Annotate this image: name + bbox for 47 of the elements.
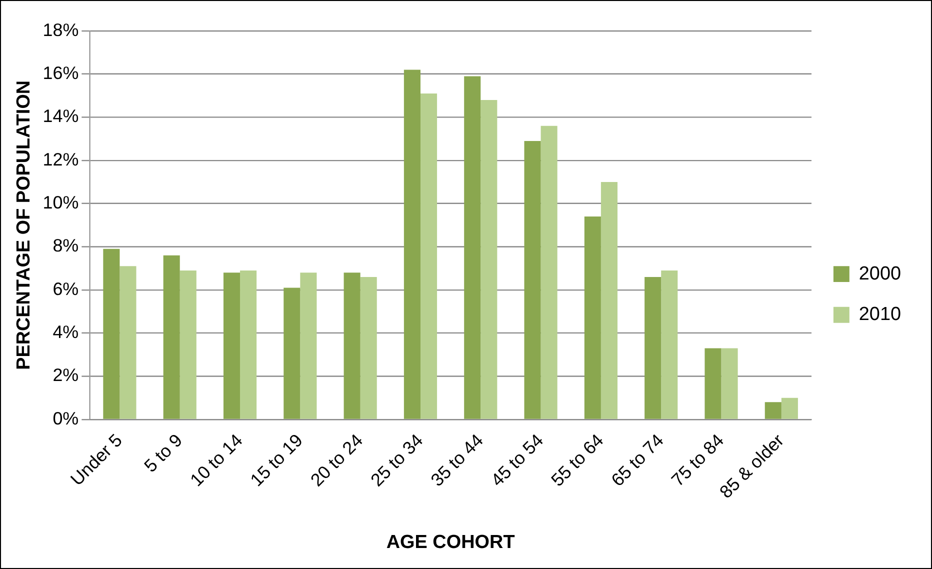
bar xyxy=(781,398,798,419)
y-tick-label: 14% xyxy=(42,106,79,126)
y-tick-label: 12% xyxy=(42,149,79,170)
bar xyxy=(704,348,722,419)
y-tick-label: 2% xyxy=(52,365,79,386)
y-tick-label: 8% xyxy=(52,236,79,256)
x-tick-label: 5 to 9 xyxy=(140,430,186,476)
legend-label: 2000 xyxy=(858,263,902,284)
bar xyxy=(600,182,618,419)
y-tick-label: 10% xyxy=(42,192,79,213)
bar xyxy=(240,270,257,419)
bar xyxy=(163,255,180,419)
bar xyxy=(540,126,558,419)
bar xyxy=(464,76,481,419)
x-tick-label: 25 to 34 xyxy=(366,430,427,490)
y-tick-label: 4% xyxy=(52,322,79,342)
bar xyxy=(524,140,541,419)
x-tick-label: 35 to 44 xyxy=(426,430,487,490)
bar xyxy=(300,272,317,419)
x-tick-label: 45 to 54 xyxy=(487,430,548,490)
bar xyxy=(103,248,120,419)
bar xyxy=(721,348,738,419)
y-tick-label: 6% xyxy=(52,278,79,299)
legend-label: 2010 xyxy=(858,304,902,326)
x-tick-label: 55 to 64 xyxy=(547,430,608,490)
x-axis-title: AGE COHORT xyxy=(386,532,516,553)
bar xyxy=(360,276,377,419)
y-tick-label: 16% xyxy=(42,63,79,84)
bar xyxy=(420,93,438,419)
bar xyxy=(764,402,782,419)
x-tick-label: 65 to 74 xyxy=(607,430,668,490)
bar xyxy=(584,216,601,419)
bar xyxy=(120,266,136,419)
x-tick-label: 15 to 19 xyxy=(246,430,307,490)
x-tick-label: 10 to 14 xyxy=(186,430,246,490)
x-tick-label: 20 to 24 xyxy=(306,430,367,490)
y-tick-label: 18% xyxy=(42,20,79,40)
bar xyxy=(344,272,360,419)
bar xyxy=(284,288,300,419)
bar xyxy=(223,272,240,419)
bar xyxy=(404,70,420,419)
bar xyxy=(180,270,196,419)
y-axis-title: PERCENTAGE OF POPULATION xyxy=(14,80,35,370)
bar xyxy=(480,100,498,419)
y-tick-label: 0% xyxy=(52,408,79,428)
bar xyxy=(644,276,662,419)
bar xyxy=(661,270,678,419)
